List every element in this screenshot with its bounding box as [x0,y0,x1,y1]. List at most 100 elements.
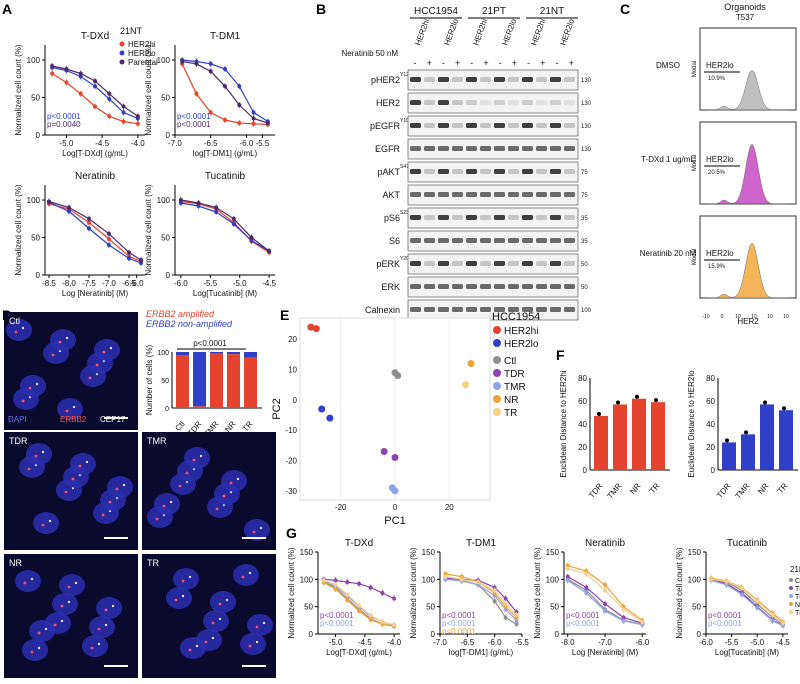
series-line-HER2lo [48,201,142,264]
b-blot-strip [407,253,579,275]
b-blot-strip [407,92,579,114]
series-line-NR [445,573,517,619]
f-right-bar-TR [779,410,793,470]
d-nucleus [240,633,266,655]
y-tick-label: 100 [688,575,702,584]
c-histogram-fill [708,143,788,205]
b-band [410,238,421,243]
plot-title: Tucatinib [727,538,768,549]
b-band [494,123,505,128]
b-band [424,238,435,243]
b-row-label: pHER2 [371,75,400,85]
f-right-x-tick-label: TR [776,481,790,495]
d-image-label: TDR [9,436,28,446]
f-left-y-tick-label: 80 [578,374,587,383]
d-nucleus [180,637,206,659]
b-band [424,77,435,82]
b-band [466,238,477,243]
c-histogram-fill [708,69,788,111]
b-band [508,238,519,243]
d-y-tick-label: 100 [157,350,169,357]
y-tick-label: 100 [157,196,171,205]
e-y-tick-label: -20 [285,457,297,466]
b-row-label: AKT [382,190,400,200]
b-treatment-sign: - [414,58,417,68]
f-left-y-tick-label: 20 [578,443,587,452]
c-subtitle: T537 [736,13,755,22]
c-y-axis-label: Modal [692,61,698,77]
e-y-tick-label: -10 [285,426,297,435]
d-cep17-signal [48,519,52,523]
panel-letter-a: A [2,1,12,17]
plot-title: T-DXd [345,538,373,549]
c-gate-label: HER2lo [706,61,734,70]
d-erbb2-signal [115,487,119,491]
b-band [522,238,533,243]
b-treatment-sign: - [470,58,473,68]
b-band [508,77,519,82]
a-plot-T-DM1: 0 50 100 -7.0 -6.5 -6.0 -5.5 T-DM1 log[T-DM1] (g… [144,31,275,158]
d-erbb2-signal [211,621,215,625]
p-value: p<0.0001 [442,611,476,620]
x-axis-label: Log[Tucatinib] (M) [193,289,258,298]
p-value: p<0.0001 [442,619,476,628]
d-bar-amplified [244,357,257,408]
d-nucleus [203,610,229,632]
b-mw-marker: 130 [581,101,592,107]
b-band [550,307,561,312]
b-band [508,284,519,289]
panel-a: 0 50 100 -5.0 -4.5 -4.0 T-DXd Log[T-DXd] (g/mL)… [14,26,277,298]
f-right-x-tick-label: NR [756,481,770,496]
c-gate-percent: 10.9% [708,76,726,82]
f-right-y-tick-label: 20 [706,443,715,452]
y-tick-label: 50 [161,94,170,103]
b-treatment-sign: - [556,58,559,68]
x-tick-label: -5.5 [515,638,529,647]
g-legend-label: TD [795,586,800,593]
b-band [550,215,561,220]
b-band [494,215,505,220]
d-x-tick-label: NR [223,419,237,434]
d-nucleus [22,639,48,661]
d-legend-non-amplified: ERBB2 non-amplified [146,319,233,329]
series-line-TR [445,576,517,616]
b-treatment-sign: + [569,58,574,68]
d-cep17-signal [74,581,78,585]
y-axis-label: Normalized cell count (%) [144,184,153,275]
d-erbb2-signal [241,575,245,579]
x-axis-label: log[T-DM1] (g/mL) [193,149,258,158]
d-nucleus [6,319,32,341]
x-tick-label: -5.5 [256,139,270,148]
g-plot-T-DM1: 0 50 100 150 -7.0 -6.5 -6.0 -5.5 T-DM1 log[T-DM1]… [409,538,529,657]
e-legend-marker [493,382,501,390]
b-band [536,146,547,151]
b-band [410,284,421,289]
d-erbb2-signal [64,490,68,494]
d-bar-non-amplified [227,352,240,355]
d-erbb2-signal [65,409,69,413]
b-band [424,192,435,197]
f-right-x-tick-label: TMR [733,481,751,500]
b-blot-strip [407,161,579,183]
b-band [522,100,533,105]
series-line-TR [711,578,784,624]
d-image-label: NR [9,558,22,568]
d-cep17-signal [104,623,108,627]
e-point-TDR [391,454,399,462]
b-group-label: 21PT [482,6,506,17]
y-tick-label: 0 [697,630,702,639]
e-legend-marker [493,395,501,403]
d-erbb2-signal [218,602,222,606]
a-legend-label: Parental [128,58,158,67]
b-band [466,146,477,151]
e-y-axis-label: PC2 [271,398,283,419]
p-value: p=0.0040 [47,120,81,129]
panel-letter-b: B [316,1,326,17]
d-cep17-signal [225,598,229,602]
a-plot-Neratinib: 0 50 100 -8.5 -8.0 -7.5 -7.0 -6.5-6.0 Neratinib L… [14,171,145,298]
y-tick-label: 50 [161,234,170,243]
d-erbb2-signal [58,340,62,344]
plot-title: T-DM1 [210,31,240,42]
e-y-tick-label: 0 [293,396,298,405]
